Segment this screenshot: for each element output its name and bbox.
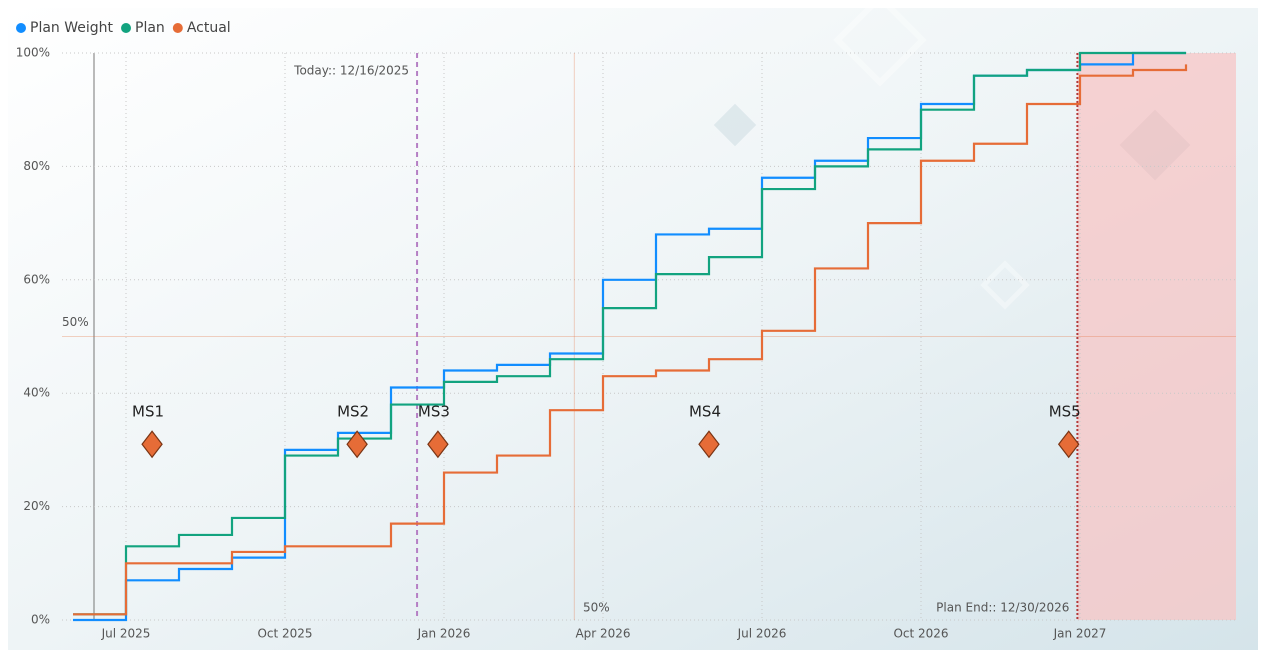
x-tick-label: Oct 2025 xyxy=(257,627,312,641)
legend-label: Actual xyxy=(187,20,231,36)
plan-end-label: Plan End:: 12/30/2026 xyxy=(936,601,1069,615)
milestone-label: MS3 xyxy=(418,403,450,421)
milestone-marker xyxy=(1057,430,1080,459)
reference-label: 50% xyxy=(62,315,89,329)
legend-marker xyxy=(172,23,183,33)
y-tick-label: 80% xyxy=(23,159,50,173)
today-label: Today:: 12/16/2025 xyxy=(293,64,409,78)
x-tick-label: Jan 2026 xyxy=(417,627,471,641)
x-tick-label: Jul 2025 xyxy=(101,627,151,641)
plan-end-region xyxy=(1077,53,1236,620)
background xyxy=(8,8,1258,650)
y-tick-label: 100% xyxy=(16,46,50,60)
x-tick-label: Jul 2026 xyxy=(737,627,787,641)
reference-label: 50% xyxy=(583,601,610,615)
y-tick-label: 20% xyxy=(23,499,50,513)
series-line xyxy=(73,64,1188,616)
x-tick-label: Oct 2026 xyxy=(893,627,948,641)
y-tick-label: 60% xyxy=(23,272,50,286)
y-tick-label: 40% xyxy=(23,386,50,400)
legend-label: Plan Weight xyxy=(30,20,114,36)
legend-marker xyxy=(121,23,132,33)
legend-label: Plan xyxy=(135,20,165,36)
legend-marker xyxy=(16,23,26,33)
x-tick-label: Apr 2026 xyxy=(575,627,630,641)
x-tick-label: Jan 2027 xyxy=(1053,627,1107,641)
milestone-marker xyxy=(427,430,449,459)
milestone-label: MS4 xyxy=(689,403,721,421)
milestone-label: MS5 xyxy=(1049,403,1081,421)
milestone-marker xyxy=(346,430,368,459)
milestone-label: MS2 xyxy=(337,403,369,421)
milestone-label: MS1 xyxy=(132,403,164,421)
series-line xyxy=(73,51,1186,616)
milestone-marker xyxy=(141,430,163,459)
milestone-marker xyxy=(698,430,720,459)
y-tick-label: 0% xyxy=(31,613,50,627)
